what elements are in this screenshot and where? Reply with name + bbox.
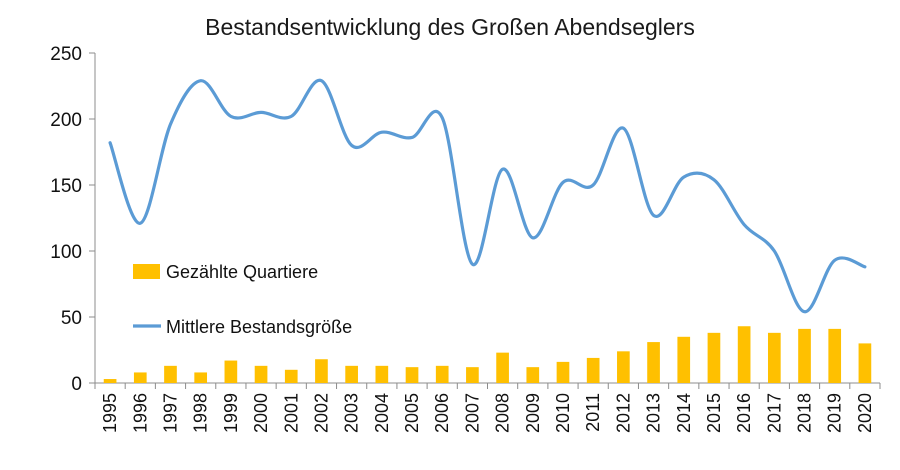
x-tick-label: 2020 (855, 393, 875, 433)
line-point (561, 180, 565, 184)
bar (315, 359, 328, 383)
x-tick-label: 1999 (221, 393, 241, 433)
bar (435, 365, 449, 383)
line-series (108, 79, 867, 314)
bar (254, 365, 268, 383)
line-point (229, 114, 233, 118)
line-point (440, 116, 444, 120)
x-tick-label: 2006 (432, 393, 452, 433)
bar (496, 352, 509, 383)
line-point (350, 143, 354, 147)
bar (466, 367, 479, 383)
bar (737, 326, 751, 383)
bar (858, 343, 872, 383)
x-tick-label: 2015 (704, 393, 724, 433)
line-point (108, 141, 112, 145)
bar (767, 332, 781, 383)
bar (284, 369, 298, 383)
x-tick-label: 2008 (493, 393, 513, 433)
line-point (501, 167, 505, 171)
x-tick-label: 2009 (523, 393, 543, 433)
bar (224, 360, 238, 383)
x-tick-label: 1996 (130, 393, 150, 433)
line-point (199, 79, 203, 83)
bar (133, 372, 147, 383)
bar (345, 365, 358, 383)
bar (617, 351, 630, 383)
legend-label-line: Mittlere Bestandsgröße (166, 317, 352, 337)
line-point (803, 310, 807, 314)
x-tick-label: 2000 (251, 393, 271, 433)
bar (556, 361, 570, 383)
x-tick-label: 2011 (583, 393, 603, 432)
bar (677, 336, 691, 383)
line-point (531, 236, 535, 240)
x-tick-label: 2003 (342, 393, 362, 433)
x-tick-label: 2005 (402, 393, 422, 433)
chart-title: Bestandsentwicklung des Großen Abendsegl… (205, 14, 695, 40)
x-tick-label: 2007 (462, 393, 482, 433)
x-tick-label: 2002 (311, 393, 331, 433)
x-tick-label: 2016 (734, 393, 754, 433)
line-point (319, 79, 323, 83)
line-point (410, 135, 414, 139)
line-point (380, 130, 384, 134)
line-point (682, 175, 686, 179)
bar (798, 328, 811, 383)
line-point (742, 223, 746, 227)
x-tick-label: 1998 (191, 393, 211, 433)
y-tick-label: 50 (61, 308, 82, 329)
x-tick-label: 2013 (644, 393, 664, 433)
x-tick-label: 2018 (795, 393, 815, 433)
bar (405, 367, 419, 383)
y-tick-label: 250 (50, 44, 82, 65)
line-point (833, 258, 837, 262)
line-point (772, 249, 776, 253)
y-tick-label: 100 (50, 242, 82, 263)
line-point (138, 221, 142, 225)
x-tick-label: 2019 (825, 393, 845, 433)
legend-swatch-bars (133, 264, 160, 279)
x-tick-label: 1995 (100, 393, 120, 433)
line-point (289, 114, 293, 118)
y-tick-label: 200 (50, 110, 82, 131)
x-tick-label: 2001 (281, 393, 301, 433)
bar (707, 332, 721, 383)
bar (164, 365, 177, 383)
legend-label-bars: Gezählte Quartiere (166, 262, 318, 282)
line-point (712, 178, 716, 182)
line-point (168, 122, 172, 126)
bar (526, 367, 540, 383)
x-tick-label: 2004 (372, 393, 392, 433)
bar (103, 379, 117, 383)
legend: Gezählte Quartiere Mittlere Bestandsgröße (133, 262, 352, 337)
line-point (863, 265, 867, 269)
bar (647, 342, 660, 383)
bar (828, 328, 842, 383)
x-tick-label: 1997 (160, 393, 180, 433)
x-tick-label: 2010 (553, 393, 573, 433)
line-point (652, 213, 656, 217)
x-tick-label: 2017 (764, 393, 784, 433)
line-point (259, 110, 263, 114)
line-point (621, 126, 625, 130)
x-tick-label: 2014 (674, 393, 694, 433)
bar (375, 365, 389, 383)
bar (586, 357, 600, 383)
y-tick-label: 0 (71, 374, 82, 395)
x-tick-label: 2012 (613, 393, 633, 433)
line-point (591, 183, 595, 187)
line-point (470, 262, 474, 266)
y-tick-label: 150 (50, 176, 82, 197)
bar (194, 372, 208, 383)
